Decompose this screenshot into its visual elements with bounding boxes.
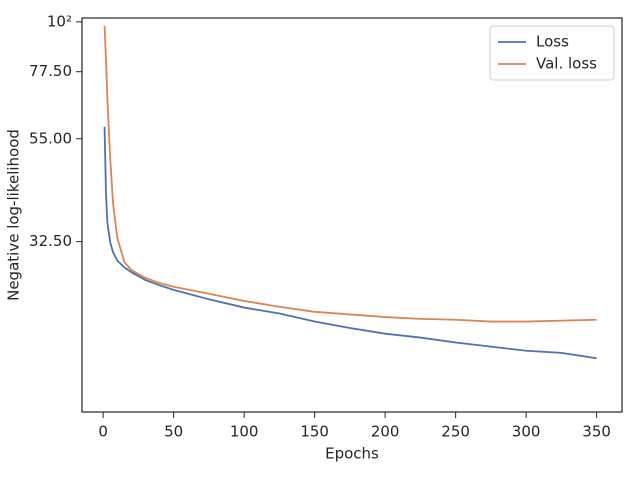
series-line (103, 126, 597, 360)
y-tick-label: 32.50 (29, 232, 72, 250)
legend-box (489, 25, 615, 81)
x-tick-label: 100 (230, 423, 259, 441)
y-axis-label: Negative log-likelihood (5, 129, 23, 301)
legend-label: Loss (536, 33, 569, 51)
x-tick-label: 50 (164, 423, 183, 441)
x-tick-label: 250 (441, 423, 470, 441)
y-tick-label: 77.50 (29, 62, 72, 80)
legend-label: Val. loss (536, 55, 597, 73)
x-tick-label: 0 (98, 423, 108, 441)
plot-frame (81, 17, 623, 413)
x-axis-label: Epochs (325, 445, 379, 463)
x-tick-label: 350 (582, 423, 611, 441)
x-tick-label: 300 (512, 423, 541, 441)
x-tick-label: 200 (371, 423, 400, 441)
series-line (103, 25, 597, 323)
x-tick-label: 150 (300, 423, 329, 441)
y-tick-label: 55.00 (29, 129, 72, 147)
y-tick-label: 10² (47, 12, 72, 30)
